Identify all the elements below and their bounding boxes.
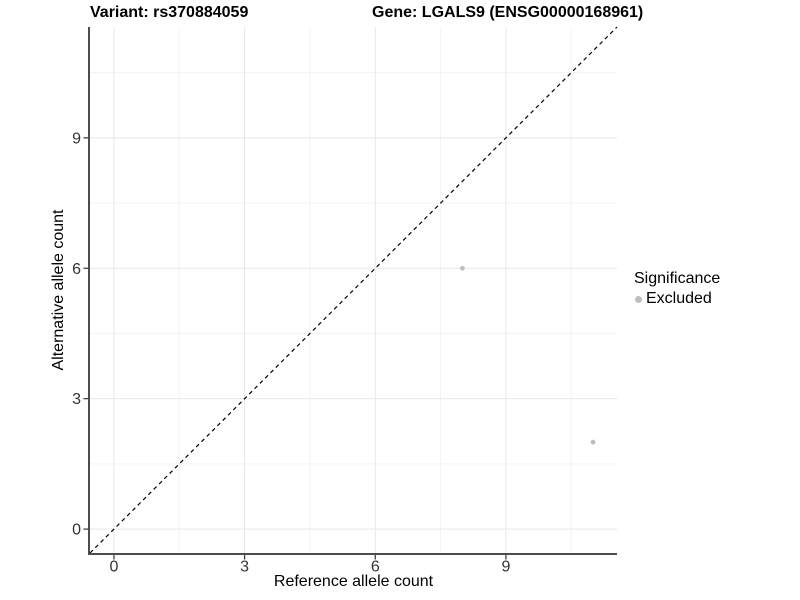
y-tick-label: 6 [72, 261, 81, 278]
x-tick-label: 9 [501, 559, 510, 576]
legend-item-label: Excluded [646, 290, 712, 307]
x-tick-label: 6 [371, 559, 380, 576]
x-tick-label: 3 [240, 559, 249, 576]
x-tick-label: 0 [110, 559, 119, 576]
legend-key [631, 292, 646, 307]
excluded-point-icon [635, 295, 642, 303]
y-tick-label: 0 [72, 522, 81, 539]
legend-item-excluded: Excluded [631, 290, 720, 308]
y-tick-label: 9 [72, 130, 81, 147]
plot-title-variant: Variant: rs370884059 [90, 4, 249, 21]
data-point [590, 439, 596, 445]
data-point [459, 265, 465, 271]
legend-title: Significance [634, 270, 721, 287]
plot-title-gene: Gene: LGALS9 (ENSG00000168961) [372, 4, 644, 21]
identity-dashed-line [89, 26, 618, 554]
y-axis-label: Alternative allele count [50, 209, 67, 371]
x-axis-label: Reference allele count [273, 573, 434, 590]
y-tick-label: 3 [72, 391, 81, 408]
legend: Significance Excluded [631, 270, 720, 308]
